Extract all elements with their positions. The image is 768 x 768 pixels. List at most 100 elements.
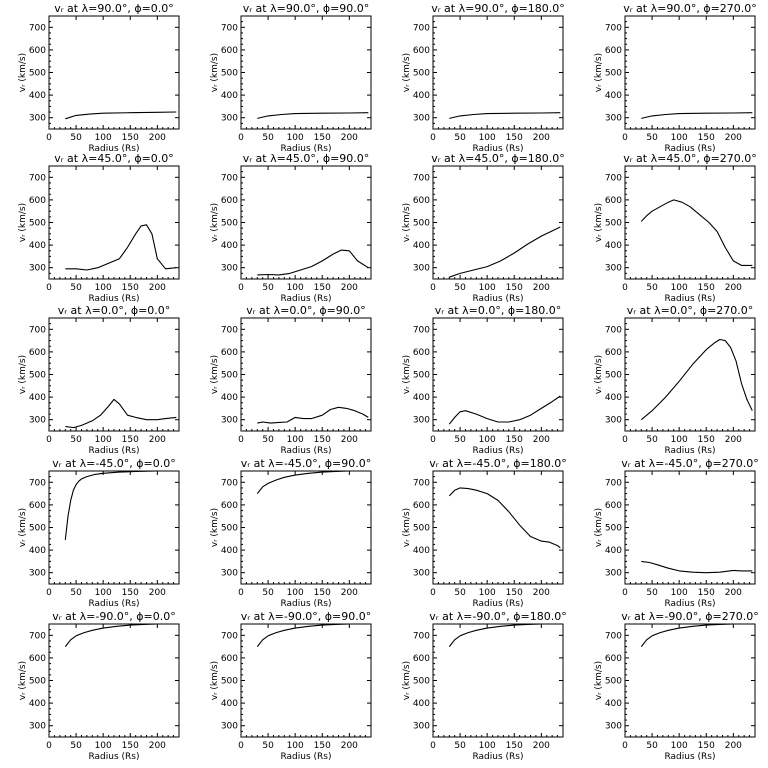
panel-title: vᵣ at λ=90.0°, ϕ=270.0° [623,2,757,15]
x-tick-label: 200 [533,588,550,598]
y-axis-label: vᵣ (km/s) [18,355,28,394]
x-tick-label: 100 [479,588,496,598]
x-tick-label: 150 [698,435,715,445]
x-tick-label: 0 [430,133,436,143]
panel-title: vᵣ at λ=-90.0°, ϕ=180.0° [429,610,567,623]
y-axis-label: vᵣ (km/s) [18,508,28,547]
y-tick-label: 500 [29,677,46,687]
series-line [448,623,561,647]
x-tick-label: 100 [479,435,496,445]
x-tick-label: 100 [671,133,688,143]
series-line [449,226,561,278]
y-tick-label: 700 [29,325,46,335]
y-tick-label: 400 [605,241,622,251]
y-tick-label: 400 [221,699,238,709]
plot-frame [624,15,756,130]
x-tick-label: 150 [314,283,331,293]
series-line [640,199,753,266]
x-tick-label: 50 [454,741,466,751]
y-tick-label: 500 [413,677,430,687]
y-axis-label: vᵣ (km/s) [18,53,28,92]
series-line [448,487,561,549]
x-axis-label: Radius (Rs) [472,599,523,609]
x-tick-label: 150 [122,435,139,445]
y-tick-label: 400 [29,699,46,709]
x-tick-label: 0 [46,435,52,445]
x-tick-label: 200 [533,741,550,751]
x-tick-label: 150 [122,283,139,293]
y-tick-label: 400 [29,393,46,403]
y-tick-label: 700 [413,23,430,33]
y-axis-label: vᵣ (km/s) [402,203,412,242]
y-tick-label: 400 [221,393,238,403]
y-tick-label: 300 [413,569,430,579]
series-line [640,338,753,421]
x-axis-label: Radius (Rs) [280,144,331,154]
y-tick-label: 300 [29,569,46,579]
y-tick-label: 600 [29,654,46,664]
y-tick-label: 600 [413,196,430,206]
y-tick-label: 500 [413,371,430,381]
y-tick-label: 700 [221,23,238,33]
y-tick-label: 700 [605,478,622,488]
x-tick-label: 150 [122,588,139,598]
y-tick-label: 600 [29,196,46,206]
y-tick-label: 600 [221,654,238,664]
x-tick-label: 200 [725,588,742,598]
y-axis-label: vᵣ (km/s) [594,661,604,700]
x-tick-label: 0 [430,741,436,751]
y-tick-label: 400 [605,393,622,403]
y-tick-label: 500 [605,677,622,687]
series-line [64,623,177,647]
x-tick-label: 50 [454,588,466,598]
panel-9: vᵣ at λ=0.0°, ϕ=0.0° 0 50 100 150 200 300 400 50… [18,304,180,456]
x-tick-label: 200 [149,435,166,445]
x-tick-label: 150 [314,741,331,751]
panel-11: vᵣ at λ=0.0°, ϕ=180.0° 0 50 100 150 200 300 400… [402,304,564,456]
panel-3: vᵣ at λ=90.0°, ϕ=180.0° 0 50 100 150 200 300 40… [402,2,565,154]
panel-title: vᵣ at λ=0.0°, ϕ=0.0° [58,304,171,317]
x-tick-label: 200 [725,435,742,445]
y-tick-label: 300 [29,264,46,274]
plot-frame [240,165,372,280]
y-tick-label: 600 [605,348,622,358]
y-tick-label: 600 [221,196,238,206]
x-tick-label: 0 [46,133,52,143]
series-line [641,560,753,574]
x-tick-label: 0 [238,741,244,751]
panel-title: vᵣ at λ=-90.0°, ϕ=270.0° [621,610,759,623]
panel-title: vᵣ at λ=45.0°, ϕ=0.0° [54,152,174,165]
y-tick-label: 400 [605,546,622,556]
x-tick-label: 50 [70,435,82,445]
y-tick-label: 700 [605,325,622,335]
y-tick-label: 300 [29,114,46,124]
x-tick-label: 200 [149,283,166,293]
x-tick-label: 0 [622,741,628,751]
y-tick-label: 400 [605,91,622,101]
x-tick-label: 150 [122,741,139,751]
y-tick-label: 300 [605,722,622,732]
y-tick-label: 400 [221,546,238,556]
y-tick-label: 300 [221,264,238,274]
y-tick-label: 400 [413,393,430,403]
x-tick-label: 100 [479,741,496,751]
plot-frame [48,317,180,432]
x-tick-label: 200 [341,133,358,143]
y-tick-label: 700 [413,631,430,641]
x-axis-label: Radius (Rs) [664,599,715,609]
x-tick-label: 0 [238,283,244,293]
x-tick-label: 50 [70,283,82,293]
y-tick-label: 300 [221,416,238,426]
y-axis-label: vᵣ (km/s) [594,355,604,394]
x-tick-label: 0 [622,133,628,143]
panel-title: vᵣ at λ=-45.0°, ϕ=270.0° [621,457,759,470]
x-tick-label: 150 [506,741,523,751]
panel-16: vᵣ at λ=-45.0°, ϕ=270.0° 0 50 100 150 200 300 4… [594,457,759,609]
panel-title: vᵣ at λ=-90.0°, ϕ=0.0° [52,610,176,623]
y-tick-label: 700 [221,325,238,335]
x-tick-label: 100 [95,283,112,293]
plot-frame [48,623,180,738]
y-tick-label: 500 [413,219,430,229]
y-axis-label: vᵣ (km/s) [594,203,604,242]
x-axis-label: Radius (Rs) [280,599,331,609]
